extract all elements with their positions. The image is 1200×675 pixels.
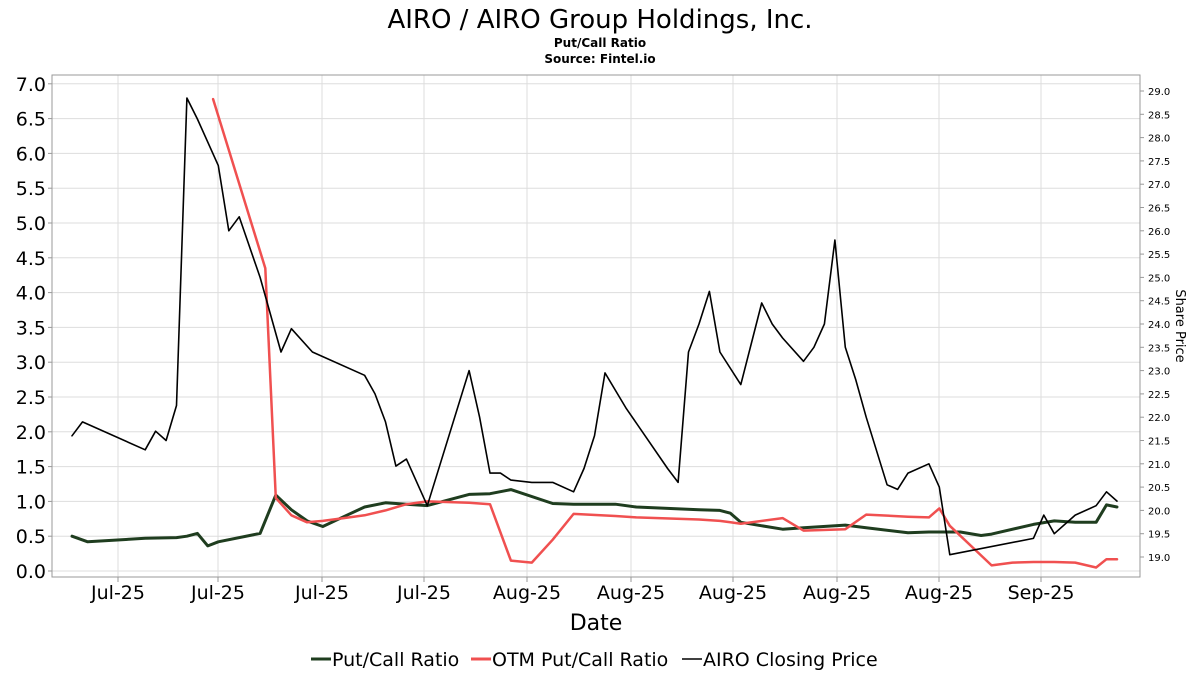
series-layer — [70, 97, 1119, 569]
x-tick-label: Jul-25 — [190, 582, 245, 604]
grid-lines — [52, 75, 1140, 577]
right-tick-label: 20.0 — [1148, 506, 1170, 517]
right-tick-label: 24.0 — [1148, 320, 1170, 331]
otm-put-call-ratio-line — [211, 97, 1119, 569]
left-tick-label: 5.5 — [16, 178, 46, 200]
right-tick-label: 26.0 — [1148, 227, 1170, 238]
left-tick-label: 6.5 — [16, 109, 46, 131]
right-tick-label: 22.5 — [1148, 390, 1170, 401]
x-axis-label: Date — [570, 611, 623, 636]
chart-subtitle: Put/Call Ratio — [554, 36, 646, 50]
left-tick-label: 2.5 — [16, 387, 46, 409]
right-tick-label: 21.0 — [1148, 460, 1170, 471]
x-tick-label: Aug-25 — [597, 582, 665, 604]
right-tick-label: 27.0 — [1148, 180, 1170, 191]
right-tick-label: 23.5 — [1148, 343, 1170, 354]
chart-title: AIRO / AIRO Group Holdings, Inc. — [387, 5, 812, 35]
x-tick-label: Jul-25 — [90, 582, 145, 604]
right-tick-label: 27.5 — [1148, 157, 1170, 168]
legend-label-put-call: Put/Call Ratio — [332, 649, 459, 671]
left-tick-label: 6.0 — [16, 143, 46, 165]
right-tick-label: 22.0 — [1148, 413, 1170, 424]
right-tick-label: 28.5 — [1148, 110, 1170, 121]
right-tick-label: 20.5 — [1148, 483, 1170, 494]
legend: Put/Call Ratio OTM Put/Call Ratio AIRO C… — [311, 649, 878, 671]
x-axis-ticks: Jul-25 Jul-25 Jul-25 Jul-25 Aug-25 Aug-25 Aug-… — [90, 577, 1074, 604]
left-tick-label: 1.0 — [16, 491, 46, 513]
left-tick-label: 7.0 — [16, 74, 46, 96]
legend-label-otm: OTM Put/Call Ratio — [492, 649, 668, 671]
left-tick-label: 0.5 — [16, 526, 46, 548]
closing-price-line — [71, 97, 1118, 556]
left-tick-label: 3.0 — [16, 352, 46, 374]
chart-source: Source: Fintel.io — [544, 52, 655, 66]
x-tick-label: Jul-25 — [396, 582, 451, 604]
x-tick-label: Aug-25 — [803, 582, 871, 604]
right-tick-label: 28.0 — [1148, 134, 1170, 145]
put-call-ratio-line — [70, 488, 1119, 548]
left-tick-label: 0.0 — [16, 561, 46, 583]
legend-label-price: AIRO Closing Price — [703, 649, 878, 671]
x-tick-label: Aug-25 — [493, 582, 561, 604]
left-tick-label: 2.0 — [16, 422, 46, 444]
x-tick-label: Jul-25 — [294, 582, 349, 604]
left-tick-label: 4.5 — [16, 248, 46, 270]
left-tick-label: 3.5 — [16, 317, 46, 339]
plot-area — [51, 74, 1141, 578]
right-tick-label: 19.5 — [1148, 530, 1170, 541]
right-tick-label: 24.5 — [1148, 297, 1170, 308]
left-tick-label: 1.5 — [16, 457, 46, 479]
right-axis-label: Share Price — [1172, 289, 1187, 362]
left-axis-ticks: 0.0 0.5 1.0 1.5 2.0 2.5 3.0 3.5 4.0 4.5 5.0 5.5 6.0 6… — [16, 74, 52, 583]
right-axis-ticks: 19.0 19.5 20.0 20.5 21.0 21.5 22.0 22.5 23.0 23.5… — [1140, 87, 1170, 564]
right-tick-label: 25.5 — [1148, 250, 1170, 261]
left-tick-label: 4.0 — [16, 283, 46, 305]
x-tick-label: Aug-25 — [905, 582, 973, 604]
right-tick-label: 21.5 — [1148, 437, 1170, 448]
right-tick-label: 23.0 — [1148, 367, 1170, 378]
right-tick-label: 19.0 — [1148, 553, 1170, 564]
right-tick-label: 29.0 — [1148, 87, 1170, 98]
left-tick-label: 5.0 — [16, 213, 46, 235]
x-tick-label: Sep-25 — [1008, 582, 1075, 604]
right-tick-label: 26.5 — [1148, 204, 1170, 215]
x-tick-label: Aug-25 — [699, 582, 767, 604]
right-tick-label: 25.0 — [1148, 273, 1170, 284]
